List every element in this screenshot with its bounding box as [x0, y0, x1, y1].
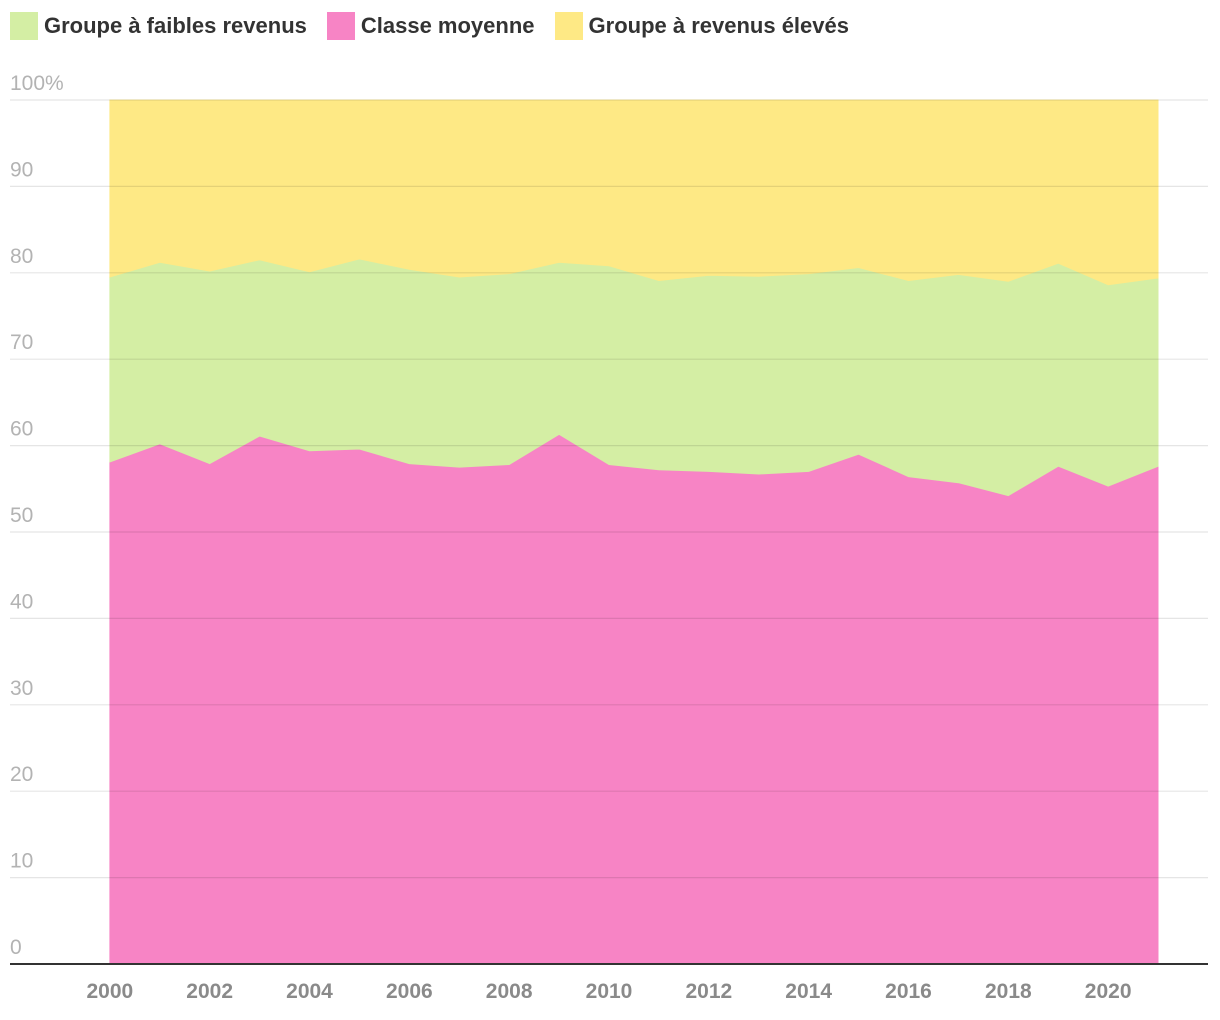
y-tick-label: 20: [10, 763, 33, 786]
y-tick-label: 10: [10, 850, 33, 873]
x-tick-label: 2016: [885, 980, 932, 1003]
y-tick-label: 40: [10, 590, 33, 613]
x-tick-label: 2004: [286, 980, 333, 1003]
y-tick-label: 50: [10, 504, 33, 527]
x-tick-label: 2002: [186, 980, 233, 1003]
x-tick-label: 2018: [985, 980, 1032, 1003]
legend: Groupe à faibles revenus Classe moyenne …: [10, 12, 869, 40]
legend-swatch-low-income: [10, 12, 38, 40]
x-axis: 2000 2002 2004 2006 2008 2010 2012 2014 2016 2018…: [86, 980, 1131, 1003]
area-layer: [109, 99, 1159, 965]
legend-swatch-middle-class: [326, 12, 355, 40]
legend-label-low-income: Groupe à faibles revenus: [44, 13, 307, 38]
x-tick-label: 2020: [1085, 980, 1132, 1003]
y-tick-label: 60: [10, 418, 33, 441]
area-series-0: [109, 433, 1159, 965]
legend-label-middle-class: Classe moyenne: [360, 13, 535, 38]
legend-item-low-income: Groupe à faibles revenus: [10, 12, 307, 40]
y-axis: 0 10 20 30 40 50 60 70 80 90 100%: [10, 72, 64, 959]
y-tick-label: 100%: [10, 72, 64, 95]
legend-swatch-high-income: [554, 12, 583, 40]
x-tick-label: 2012: [685, 980, 732, 1003]
y-tick-label: 30: [10, 677, 33, 700]
y-tick-label: 90: [10, 158, 33, 181]
x-tick-label: 2008: [486, 980, 533, 1003]
x-tick-label: 2014: [785, 980, 832, 1003]
legend-item-middle-class: Classe moyenne: [326, 12, 535, 40]
x-tick-label: 2006: [386, 980, 433, 1003]
grid-layer: [10, 99, 1208, 965]
x-tick-label: 2000: [86, 980, 133, 1003]
area-series-2: [109, 99, 1159, 286]
legend-item-high-income: Groupe à revenus élevés: [554, 12, 849, 40]
x-tick-label: 2010: [586, 980, 633, 1003]
y-tick-label: 80: [10, 245, 33, 268]
y-tick-label: 70: [10, 331, 33, 354]
legend-label-high-income: Groupe à revenus élevés: [588, 13, 849, 38]
y-tick-label: 0: [10, 936, 22, 959]
